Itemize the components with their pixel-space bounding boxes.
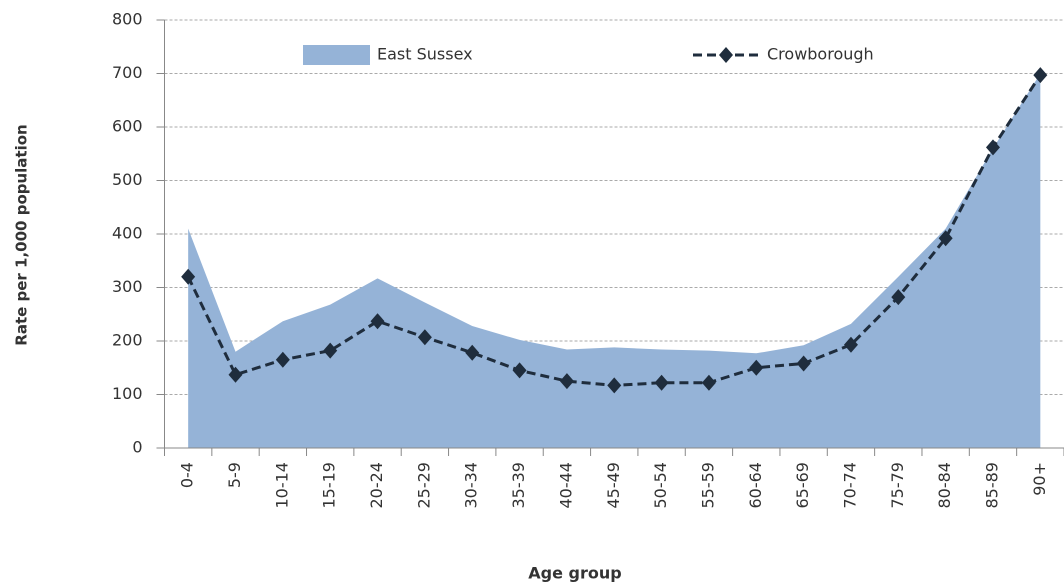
x-tick-label: 15-19 (320, 462, 339, 509)
legend-label: Crowborough (767, 45, 874, 64)
marker (843, 336, 858, 353)
marker (323, 342, 338, 359)
x-tick-label: 70-74 (840, 462, 859, 509)
x-tick-label: 25-29 (414, 462, 433, 509)
x-tick-label: 60-64 (746, 462, 765, 509)
area (188, 73, 1041, 448)
marker (181, 268, 196, 285)
marker (275, 351, 290, 368)
legend-swatch (303, 45, 370, 65)
marker (370, 313, 385, 330)
marker (417, 329, 432, 346)
x-tick-label: 0-4 (178, 462, 197, 488)
x-tick-label: 50-54 (651, 462, 670, 509)
x-tick-label: 5-9 (225, 462, 244, 488)
x-tick-label: 65-69 (793, 462, 812, 509)
marker (654, 374, 669, 391)
marker (701, 374, 716, 391)
y-axis-label: Rate per 1,000 population (13, 124, 31, 345)
marker (749, 359, 764, 376)
y-tick-label: 0 (132, 438, 142, 457)
legend-marker (719, 47, 733, 63)
y-tick-label: 600 (112, 117, 143, 136)
x-axis-label: Age group (528, 564, 621, 583)
marker (559, 373, 574, 390)
x-tick-label: 80-84 (935, 462, 954, 509)
x-tick-label: 10-14 (272, 462, 291, 509)
y-tick-label: 100 (112, 384, 143, 403)
x-tick-label: 85-89 (982, 462, 1001, 509)
y-tick-label: 700 (112, 63, 143, 82)
x-tick-label: 75-79 (888, 462, 907, 509)
x-tick-label: 20-24 (367, 462, 386, 509)
x-tick-label: 40-44 (556, 462, 575, 509)
marker (228, 366, 243, 383)
marker (796, 355, 811, 372)
y-tick-label: 400 (112, 224, 143, 243)
x-tick-label: 45-49 (604, 462, 623, 509)
y-tick-label: 200 (112, 331, 143, 350)
marker (938, 230, 953, 247)
x-tick-label: 55-59 (698, 462, 717, 509)
x-tick-label: 90+ (1030, 462, 1049, 496)
marker (891, 289, 906, 306)
legend-label: East Sussex (377, 45, 473, 64)
x-tick-label: 35-39 (509, 462, 528, 509)
marker (512, 362, 527, 379)
marker (465, 344, 480, 361)
marker (985, 139, 1000, 156)
marker (1033, 67, 1048, 84)
y-tick-label: 300 (112, 277, 143, 296)
y-tick-label: 500 (112, 170, 143, 189)
x-tick-label: 30-34 (462, 462, 481, 509)
y-tick-label: 800 (112, 10, 143, 29)
marker (607, 377, 622, 394)
